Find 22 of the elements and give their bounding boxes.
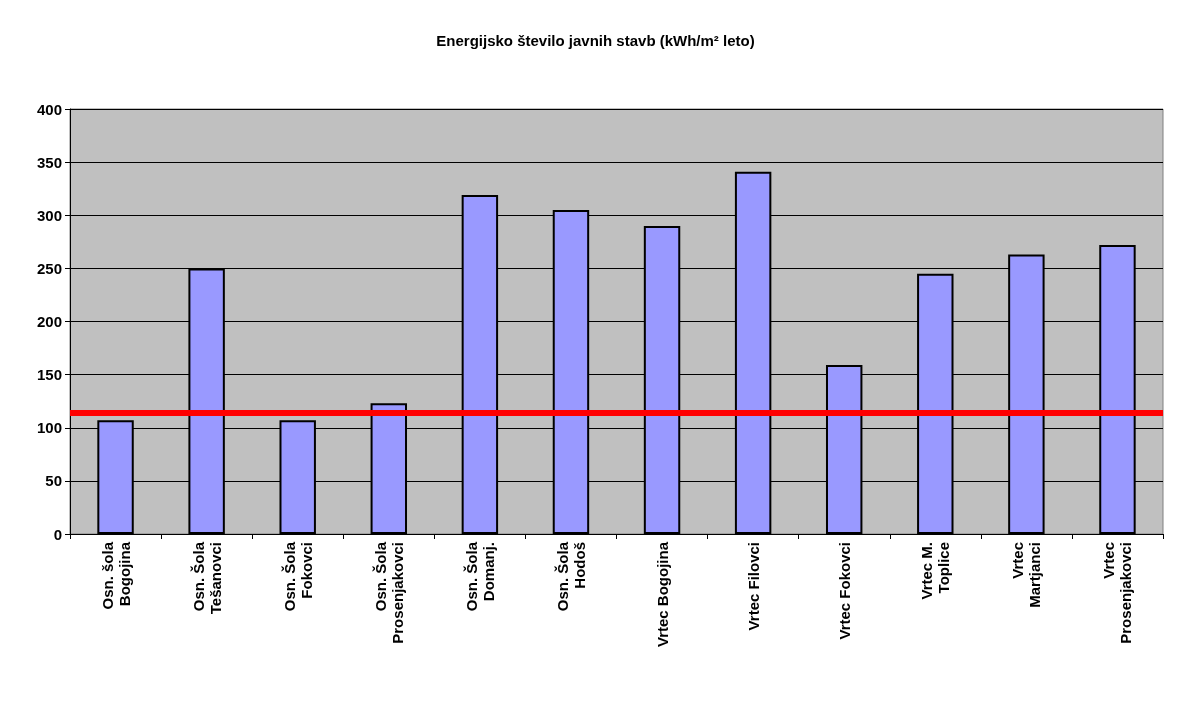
- y-tick-label: 350: [36, 153, 62, 171]
- x-tick-label: Vrtec Martjanci: [1009, 542, 1044, 608]
- x-tick-label: Vrtec M. Toplice: [918, 542, 953, 600]
- x-tick-label: Vrtec Fokovci: [835, 542, 853, 640]
- chart-title: Energijsko število javnih stavb (kWh/m² leto): [436, 32, 755, 49]
- y-tick-label: 400: [36, 100, 62, 118]
- x-tick-label: Osn. Šola Prosenjakovci: [371, 541, 406, 644]
- y-tick-label: 200: [36, 313, 62, 330]
- y-tick-label: 50: [45, 472, 62, 490]
- y-tick-label: 100: [36, 419, 62, 437]
- x-tick-label: Vrtec Bogojina: [653, 541, 671, 648]
- x-tick-label: Osn. Šola Fokovci: [280, 541, 315, 612]
- x-tick-label: Osn. Šola Tešanovci: [189, 541, 224, 615]
- x-tick-label: Osn. Šola Hodoš: [553, 541, 588, 612]
- y-tick-label: 0: [53, 525, 62, 543]
- y-tick-label: 300: [36, 206, 62, 224]
- x-tick-label: Vrtec Filovci: [744, 542, 762, 631]
- x-tick-label: Osn. šola Bogojina: [98, 541, 133, 610]
- y-tick-label: 150: [36, 366, 62, 384]
- x-tick-label: Vrtec Prosenjakovci: [1100, 542, 1135, 644]
- y-tick-label: 250: [36, 259, 62, 277]
- x-tick-label: Osn. Šola Domanj.: [462, 541, 497, 612]
